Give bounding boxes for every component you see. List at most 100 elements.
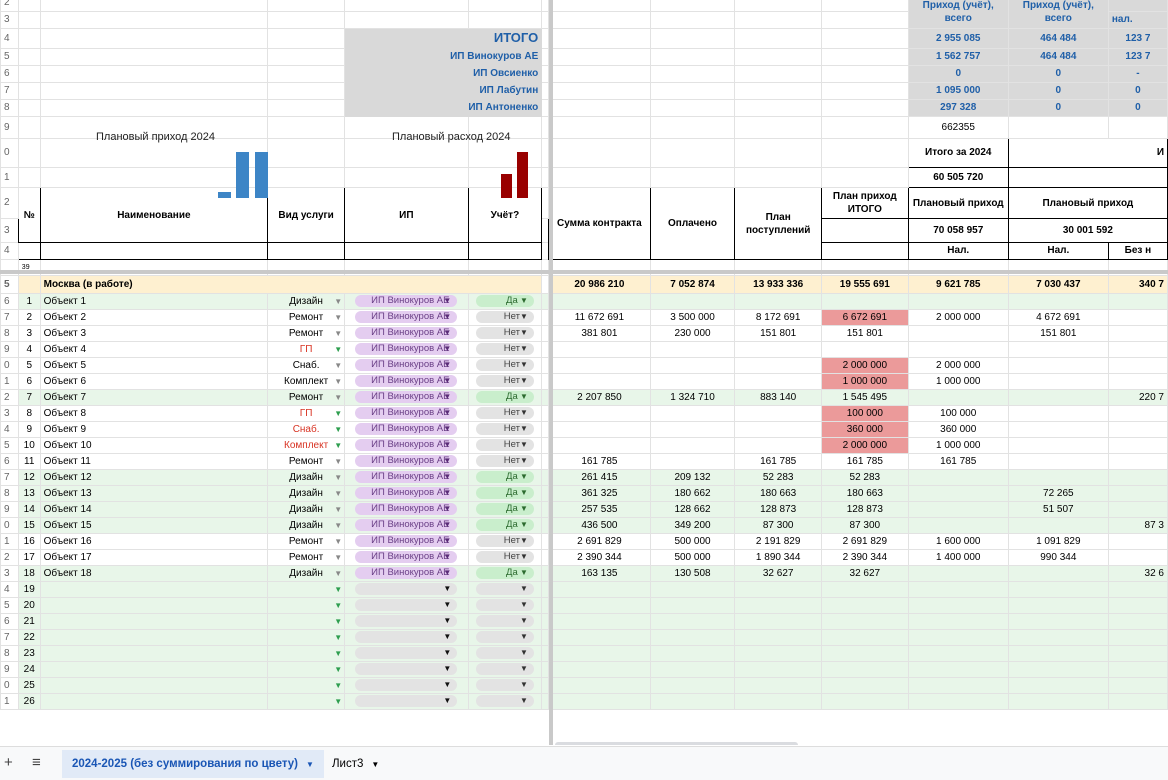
ip-name-cell[interactable]: ИП Овсиенко	[344, 65, 543, 83]
ip-dropdown[interactable]: ИП Винокуров АЕ ▼	[344, 357, 469, 374]
col-header-plan-prih[interactable]: План приход ИТОГО	[820, 187, 909, 219]
cell[interactable]	[907, 501, 1009, 518]
cell[interactable]: 11	[17, 453, 41, 470]
cell[interactable]: 464 484	[1007, 28, 1109, 49]
cell[interactable]: 151 801	[1007, 325, 1109, 342]
cell[interactable]: 0	[1007, 65, 1109, 83]
cell[interactable]: 180 663	[734, 485, 822, 502]
ip-chip[interactable]: ИП Винокуров АЕ ▼	[355, 486, 458, 499]
ip-chip[interactable]: ▼	[355, 694, 458, 707]
cell[interactable]: 381 801	[548, 325, 651, 342]
cell[interactable]: Объект 1	[39, 293, 269, 310]
cell[interactable]	[1107, 325, 1168, 342]
uchet-chip[interactable]: ▼	[475, 614, 534, 627]
cell[interactable]	[907, 469, 1009, 486]
ip-dropdown[interactable]: ИП Винокуров АЕ ▼	[344, 389, 469, 406]
cell[interactable]: 87 300	[734, 517, 822, 534]
cell[interactable]	[1007, 437, 1109, 454]
cell[interactable]: Объект 18	[39, 565, 269, 582]
uchet-dropdown[interactable]: Нет ▼	[467, 437, 543, 454]
ip-dropdown[interactable]: ИП Винокуров АЕ ▼	[344, 533, 469, 550]
col-header-summa[interactable]: Сумма контракта	[548, 187, 651, 260]
cell[interactable]: 23	[17, 645, 41, 662]
itogo-cell[interactable]: ИТОГО	[344, 28, 543, 49]
uchet-dropdown[interactable]: ▼	[467, 613, 543, 630]
ip-dropdown[interactable]: ИП Винокуров АЕ ▼	[344, 309, 469, 326]
col-header-num[interactable]: №	[17, 187, 41, 243]
ip-chip[interactable]: ИП Винокуров АЕ ▼	[355, 502, 458, 515]
cell[interactable]: 2 000 000	[907, 357, 1009, 374]
cell[interactable]: Объект 13	[39, 485, 269, 502]
cell[interactable]	[907, 341, 1009, 358]
service-dropdown[interactable]: Дизайн ▼	[267, 293, 346, 310]
ip-chip[interactable]: ИП Винокуров АЕ ▼	[355, 566, 458, 579]
cell[interactable]: 464 484	[1007, 48, 1109, 66]
uchet-chip[interactable]: ▼	[475, 598, 534, 611]
uchet-dropdown[interactable]: Нет ▼	[467, 453, 543, 470]
cell[interactable]: 2 691 829	[548, 533, 651, 550]
cell[interactable]: 32 627	[820, 565, 909, 582]
plan-income-total[interactable]: 70 058 957	[907, 218, 1009, 243]
cell[interactable]: Объект 14	[39, 501, 269, 518]
uchet-chip[interactable]: ▼	[475, 662, 534, 675]
ip-name-cell[interactable]: ИП Винокуров АЕ	[344, 48, 543, 66]
cell[interactable]: Объект 5	[39, 357, 269, 374]
cell[interactable]: 13	[17, 485, 41, 502]
service-dropdown[interactable]: Снаб. ▼	[267, 357, 346, 374]
cell[interactable]	[1007, 405, 1109, 422]
cell[interactable]	[1107, 341, 1168, 358]
chart-planned-expense[interactable]: Плановый расход 2024	[392, 128, 542, 198]
uchet-dropdown[interactable]: Нет ▼	[467, 341, 543, 358]
cell[interactable]	[1107, 437, 1168, 454]
cell[interactable]: 32 627	[734, 565, 822, 582]
cell[interactable]: Объект 16	[39, 533, 269, 550]
uchet-dropdown[interactable]: Нет ▼	[467, 421, 543, 438]
cell[interactable]: 500 000	[649, 549, 736, 566]
cell[interactable]: 1 324 710	[649, 389, 736, 406]
uchet-chip[interactable]: Да ▼	[475, 470, 534, 483]
cell[interactable]	[1107, 469, 1168, 486]
cell[interactable]	[39, 581, 269, 598]
service-dropdown[interactable]: ▼	[267, 661, 346, 678]
cell[interactable]: 161 785	[820, 453, 909, 470]
uchet-chip[interactable]: Да ▼	[475, 390, 534, 403]
ip-dropdown[interactable]: ИП Винокуров АЕ ▼	[344, 517, 469, 534]
cell[interactable]: 161 785	[734, 453, 822, 470]
uchet-chip[interactable]: ▼	[475, 646, 534, 659]
ip-chip[interactable]: ИП Винокуров АЕ ▼	[355, 518, 458, 531]
cell[interactable]: 2 191 829	[734, 533, 822, 550]
itogo2024-value[interactable]: 60 505 720	[907, 167, 1009, 188]
uchet-dropdown[interactable]: ▼	[467, 629, 543, 646]
cell[interactable]: 3 500 000	[649, 309, 736, 326]
cell[interactable]: 0	[1107, 82, 1168, 100]
cell[interactable]	[1107, 501, 1168, 518]
cell[interactable]: 0	[1007, 99, 1109, 117]
cell[interactable]	[39, 645, 269, 662]
uchet-chip[interactable]: ▼	[475, 694, 534, 707]
cell[interactable]	[1107, 293, 1168, 310]
cell[interactable]	[1107, 453, 1168, 470]
uchet-dropdown[interactable]: ▼	[467, 677, 543, 694]
cell[interactable]: 0	[907, 65, 1009, 83]
uchet-dropdown[interactable]: Нет ▼	[467, 357, 543, 374]
uchet-dropdown[interactable]: Да ▼	[467, 389, 543, 406]
col-header-plan-income2[interactable]: Плановый приход	[1007, 187, 1168, 219]
uchet-dropdown[interactable]: Да ▼	[467, 517, 543, 534]
cell[interactable]: 2 207 850	[548, 389, 651, 406]
cell[interactable]: 9	[17, 421, 41, 438]
cell[interactable]	[548, 373, 651, 390]
cell[interactable]: 7 052 874	[649, 275, 736, 294]
cell[interactable]	[548, 437, 651, 454]
cell[interactable]: 2	[17, 309, 41, 326]
cell[interactable]: 128 873	[734, 501, 822, 518]
cell[interactable]	[548, 293, 651, 310]
cell[interactable]: 25	[17, 677, 41, 694]
cell[interactable]: 123 7	[1107, 28, 1168, 49]
ip-dropdown[interactable]: ▼	[344, 693, 469, 710]
cell[interactable]	[907, 325, 1009, 342]
frozen-column-divider[interactable]	[549, 0, 553, 745]
cell[interactable]: 2 000 000	[907, 309, 1009, 326]
cell[interactable]	[1007, 373, 1109, 390]
cell[interactable]	[907, 565, 1009, 582]
cell[interactable]: 230 000	[649, 325, 736, 342]
